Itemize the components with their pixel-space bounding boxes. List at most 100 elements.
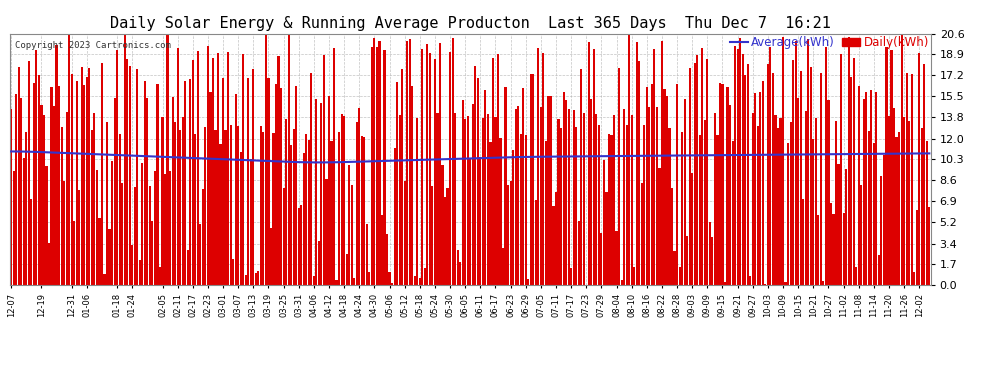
Bar <box>134 187 136 285</box>
Bar <box>416 118 419 285</box>
Bar <box>215 130 217 285</box>
Bar <box>717 135 719 285</box>
Bar <box>562 92 564 285</box>
Bar <box>391 284 393 285</box>
Bar <box>878 255 880 285</box>
Bar <box>287 35 290 285</box>
Bar <box>626 125 628 285</box>
Bar <box>464 118 466 285</box>
Bar <box>696 55 698 285</box>
Bar <box>661 41 663 285</box>
Bar <box>267 78 269 285</box>
Bar <box>678 267 681 285</box>
Bar <box>358 108 360 285</box>
Bar <box>628 35 631 285</box>
Bar <box>740 38 742 285</box>
Bar <box>282 188 285 285</box>
Bar <box>396 82 398 285</box>
Bar <box>315 99 318 285</box>
Bar <box>790 122 792 285</box>
Bar <box>179 130 181 285</box>
Bar <box>13 171 15 285</box>
Bar <box>83 85 85 285</box>
Bar <box>227 53 229 285</box>
Bar <box>918 53 921 285</box>
Bar <box>782 37 784 285</box>
Bar <box>333 48 335 285</box>
Bar <box>668 128 670 285</box>
Bar <box>522 88 525 285</box>
Bar <box>712 237 714 285</box>
Bar <box>424 268 426 285</box>
Bar <box>567 109 569 285</box>
Title: Daily Solar Energy & Running Average Producton  Last 365 Days  Thu Dec 7  16:21: Daily Solar Energy & Running Average Pro… <box>110 16 831 31</box>
Bar <box>890 50 893 285</box>
Bar <box>249 159 251 285</box>
Bar <box>109 228 111 285</box>
Bar <box>164 174 166 285</box>
Bar <box>429 54 431 285</box>
Bar <box>344 116 346 285</box>
Bar <box>540 108 542 285</box>
Bar <box>901 34 903 285</box>
Bar <box>129 66 131 285</box>
Bar <box>792 60 794 285</box>
Bar <box>572 110 575 285</box>
Bar <box>411 86 413 285</box>
Bar <box>921 128 923 285</box>
Bar <box>363 137 365 285</box>
Bar <box>222 78 224 285</box>
Bar <box>331 141 333 285</box>
Bar <box>908 120 910 285</box>
Bar <box>734 46 737 285</box>
Bar <box>724 282 726 285</box>
Bar <box>838 164 840 285</box>
Bar <box>147 98 148 285</box>
Bar <box>121 183 123 285</box>
Bar <box>517 106 519 285</box>
Bar <box>538 48 540 285</box>
Bar <box>557 119 559 285</box>
Bar <box>338 132 341 285</box>
Bar <box>756 126 759 285</box>
Bar <box>515 109 517 285</box>
Bar <box>437 113 439 285</box>
Bar <box>658 168 660 285</box>
Bar <box>577 221 580 285</box>
Bar <box>404 181 406 285</box>
Bar <box>732 141 734 285</box>
Bar <box>73 221 75 285</box>
Bar <box>761 81 764 285</box>
Bar <box>835 122 838 285</box>
Bar <box>456 250 458 285</box>
Bar <box>719 83 721 285</box>
Bar <box>880 176 882 285</box>
Bar <box>830 203 832 285</box>
Bar <box>833 214 835 285</box>
Bar <box>199 224 201 285</box>
Bar <box>346 254 347 285</box>
Bar <box>855 267 857 285</box>
Bar <box>166 36 168 285</box>
Bar <box>663 88 665 285</box>
Bar <box>533 75 535 285</box>
Bar <box>181 117 184 285</box>
Bar <box>520 134 522 285</box>
Bar <box>439 44 442 285</box>
Bar <box>494 117 497 285</box>
Bar <box>512 150 514 285</box>
Bar <box>321 103 323 285</box>
Bar <box>535 200 537 285</box>
Bar <box>15 94 17 285</box>
Bar <box>653 49 655 285</box>
Bar <box>220 144 222 285</box>
Bar <box>636 42 638 285</box>
Bar <box>285 119 287 285</box>
Bar <box>600 233 603 285</box>
Bar <box>323 55 325 285</box>
Bar <box>492 58 494 285</box>
Bar <box>487 114 489 285</box>
Bar <box>805 111 807 285</box>
Bar <box>694 63 696 285</box>
Bar <box>245 275 247 285</box>
